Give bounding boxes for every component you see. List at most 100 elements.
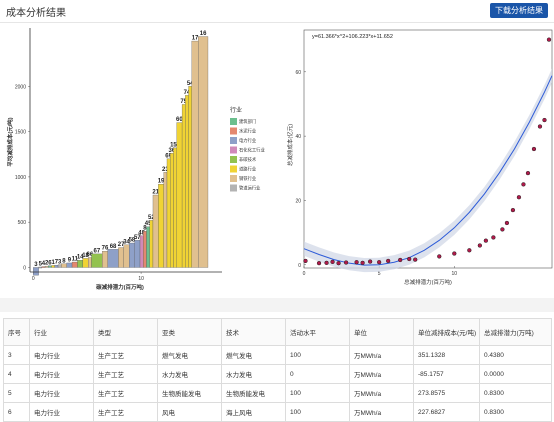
bar bbox=[152, 194, 159, 268]
legend-swatch bbox=[230, 184, 237, 192]
legend-swatch bbox=[230, 127, 237, 135]
x-tick-label: 0 bbox=[32, 276, 35, 282]
table-cell: 燃气发电 bbox=[221, 345, 286, 365]
bar bbox=[107, 249, 119, 268]
bar-label: 6 bbox=[48, 260, 52, 266]
y-tick-label: 60 bbox=[295, 70, 301, 76]
table-cell: 0.0000 bbox=[479, 364, 552, 384]
bar-label: 58 bbox=[129, 238, 136, 244]
header-divider bbox=[0, 22, 554, 23]
bar-label: 69 bbox=[165, 153, 172, 159]
download-results-button[interactable]: 下载分析结果 bbox=[490, 3, 548, 18]
bar bbox=[158, 184, 164, 268]
table-row[interactable]: 6 电力行业 生产工艺 风电 海上风电 100 万MWh/a 227.6827 … bbox=[3, 402, 552, 422]
x-axis-title: 碳减排潜力(百万吨) bbox=[96, 283, 144, 291]
bar bbox=[143, 231, 147, 268]
y-tick-label: 500 bbox=[18, 220, 27, 226]
table-cell: 100 bbox=[285, 345, 350, 365]
table-row[interactable]: 3 电力行业 生产工艺 燃气发电 燃气发电 100 万MWh/a 351.132… bbox=[3, 345, 552, 365]
legend-label: 水泥行业 bbox=[239, 128, 257, 135]
legend-label: 钢铁行业 bbox=[239, 175, 257, 182]
bar bbox=[118, 247, 124, 268]
legend-swatch bbox=[230, 165, 237, 173]
bar-label: 57 bbox=[134, 235, 141, 241]
bar-label: 1 bbox=[52, 260, 56, 266]
legend-label: 电力行业 bbox=[239, 137, 257, 144]
bar-label: 34 bbox=[123, 239, 130, 245]
table-header-cell: 单位 bbox=[349, 318, 414, 346]
fit-confidence-band bbox=[304, 68, 552, 273]
table-header-cell: 序号 bbox=[3, 318, 30, 346]
bar bbox=[170, 153, 174, 268]
table-cell: 5 bbox=[3, 383, 30, 403]
y-axis-title: 总减排成本(亿元) bbox=[286, 124, 294, 166]
bar-label: 152 bbox=[170, 142, 181, 148]
scatter-point bbox=[477, 243, 483, 248]
scatter-point bbox=[510, 207, 516, 213]
scatter-point bbox=[537, 124, 543, 129]
bar bbox=[88, 257, 92, 268]
scatter-point bbox=[330, 259, 335, 265]
bar bbox=[139, 235, 144, 268]
bar-label: 21 bbox=[152, 190, 159, 196]
table-row[interactable]: 4 电力行业 生产工艺 水力发电 水力发电 0 万MWh/a -85.1757 … bbox=[3, 364, 552, 384]
bar-label: 66 bbox=[87, 252, 94, 258]
table-cell: 4 bbox=[3, 364, 30, 384]
legend-label: 非碳技术 bbox=[239, 156, 257, 163]
table-header-cell: 亚类 bbox=[157, 318, 222, 346]
table-cell: 生产工艺 bbox=[93, 364, 158, 384]
bar bbox=[146, 226, 150, 268]
fit-curve bbox=[303, 75, 553, 266]
y-tick-label: 1500 bbox=[15, 130, 26, 136]
bar-label: 45 bbox=[145, 221, 152, 227]
scatter-point bbox=[531, 146, 537, 152]
bar bbox=[102, 251, 108, 268]
legend-label: 石化化工行业 bbox=[239, 147, 265, 154]
x-tick-label: 0 bbox=[303, 271, 306, 277]
y-tick-label: 40 bbox=[295, 134, 301, 140]
table-cell: 0.4380 bbox=[479, 345, 552, 365]
bar-label: 16 bbox=[200, 31, 207, 37]
table-header-cell: 技术 bbox=[221, 318, 286, 346]
scatter-point bbox=[398, 257, 403, 263]
section-separator bbox=[0, 298, 554, 312]
bar bbox=[185, 95, 189, 268]
table-cell: 生产工艺 bbox=[93, 383, 158, 403]
legend-swatch bbox=[230, 175, 237, 182]
table-row[interactable]: 5 电力行业 生产工艺 生物质能发电 生物质能发电 100 万MWh/a 273… bbox=[3, 383, 552, 403]
scatter-point bbox=[452, 251, 457, 256]
scatter-point bbox=[542, 117, 547, 123]
bar bbox=[129, 242, 135, 268]
y-tick-label: 0 bbox=[298, 263, 301, 269]
table-cell: 6 bbox=[3, 402, 30, 422]
bar bbox=[181, 104, 186, 268]
x-tick-label: 10 bbox=[138, 276, 144, 282]
table-cell: 227.6827 bbox=[413, 402, 480, 422]
bar bbox=[66, 262, 73, 268]
bar bbox=[191, 40, 199, 268]
page-title: 成本分析结果 bbox=[6, 8, 66, 19]
table-cell: 100 bbox=[285, 402, 350, 422]
table-header-cell: 类型 bbox=[93, 318, 158, 346]
legend-label: 管道运行业 bbox=[239, 185, 261, 192]
fit-equation: y=61.366*x^2+106.223*x+11.652 bbox=[312, 34, 393, 40]
table-cell: 电力行业 bbox=[29, 402, 94, 422]
table-header-cell: 活动水平 bbox=[285, 318, 350, 346]
bar-label: 8 bbox=[62, 258, 66, 264]
scatter-point bbox=[491, 235, 496, 240]
x-tick-label: 5 bbox=[378, 271, 381, 277]
results-table: 序号 行业 类型 亚类 技术 活动水平 单位 单位减排成本(元/吨) 总减排潜力… bbox=[3, 318, 552, 422]
table-cell: 0 bbox=[285, 364, 350, 384]
bar-label: 67 bbox=[94, 248, 101, 254]
scatter-point bbox=[525, 170, 531, 176]
results-table-container: 序号 行业 类型 亚类 技术 活动水平 单位 单位减排成本(元/吨) 总减排潜力… bbox=[0, 318, 554, 422]
y-tick-label: 1000 bbox=[15, 175, 26, 181]
table-header-cell: 单位减排成本(元/吨) bbox=[413, 318, 480, 346]
bar bbox=[176, 122, 183, 268]
bar bbox=[166, 158, 171, 268]
table-cell: 3 bbox=[3, 345, 30, 365]
bar bbox=[33, 267, 39, 276]
scatter-point bbox=[407, 256, 412, 262]
table-cell: 273.8575 bbox=[413, 383, 480, 403]
